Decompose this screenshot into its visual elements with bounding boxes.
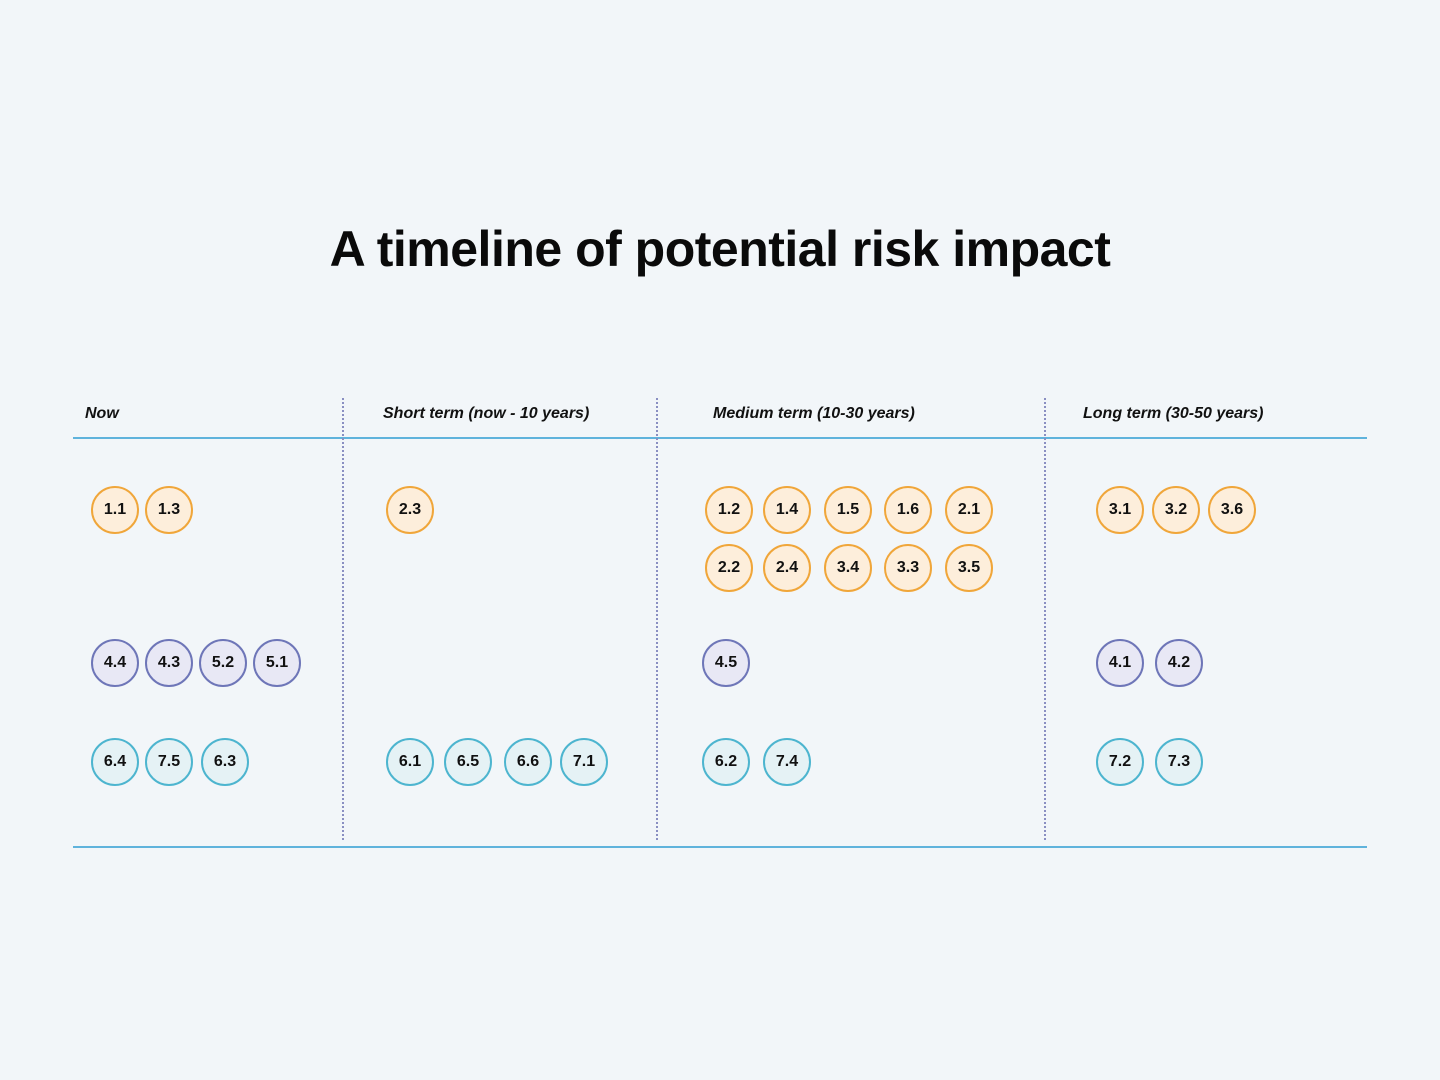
risk-bubble-7-2: 7.2 — [1096, 738, 1144, 786]
risk-bubble-6-4: 6.4 — [91, 738, 139, 786]
risk-bubble-6-2: 6.2 — [702, 738, 750, 786]
risk-bubble-5-2: 5.2 — [199, 639, 247, 687]
column-divider — [1044, 398, 1046, 840]
risk-bubble-6-6: 6.6 — [504, 738, 552, 786]
risk-bubble-7-4: 7.4 — [763, 738, 811, 786]
risk-bubble-4-3: 4.3 — [145, 639, 193, 687]
risk-bubble-1-5: 1.5 — [824, 486, 872, 534]
column-header-short-term: Short term (now - 10 years) — [383, 405, 590, 422]
risk-bubble-6-1: 6.1 — [386, 738, 434, 786]
risk-bubble-6-5: 6.5 — [444, 738, 492, 786]
timeline-top-line — [73, 437, 1367, 439]
risk-bubble-5-1: 5.1 — [253, 639, 301, 687]
risk-bubble-2-3: 2.3 — [386, 486, 434, 534]
risk-bubble-7-3: 7.3 — [1155, 738, 1203, 786]
column-divider — [342, 398, 344, 840]
risk-bubble-6-3: 6.3 — [201, 738, 249, 786]
column-divider — [656, 398, 658, 840]
risk-bubble-1-3: 1.3 — [145, 486, 193, 534]
risk-bubble-3-2: 3.2 — [1152, 486, 1200, 534]
risk-bubble-7-5: 7.5 — [145, 738, 193, 786]
risk-bubble-4-1: 4.1 — [1096, 639, 1144, 687]
page-title: A timeline of potential risk impact — [329, 221, 1111, 277]
risk-bubble-1-1: 1.1 — [91, 486, 139, 534]
risk-bubble-2-1: 2.1 — [945, 486, 993, 534]
risk-bubble-2-4: 2.4 — [763, 544, 811, 592]
risk-bubble-3-4: 3.4 — [824, 544, 872, 592]
risk-bubble-1-4: 1.4 — [763, 486, 811, 534]
risk-bubble-4-5: 4.5 — [702, 639, 750, 687]
risk-bubble-4-2: 4.2 — [1155, 639, 1203, 687]
risk-bubble-2-2: 2.2 — [705, 544, 753, 592]
risk-bubble-3-1: 3.1 — [1096, 486, 1144, 534]
risk-bubble-1-6: 1.6 — [884, 486, 932, 534]
column-header-now: Now — [85, 405, 119, 422]
column-header-long-term: Long term (30-50 years) — [1083, 405, 1264, 422]
risk-bubble-3-5: 3.5 — [945, 544, 993, 592]
timeline-bottom-line — [73, 846, 1367, 848]
column-header-medium-term: Medium term (10-30 years) — [713, 405, 915, 422]
risk-bubble-3-6: 3.6 — [1208, 486, 1256, 534]
risk-bubble-3-3: 3.3 — [884, 544, 932, 592]
risk-bubble-4-4: 4.4 — [91, 639, 139, 687]
risk-bubble-1-2: 1.2 — [705, 486, 753, 534]
risk-bubble-7-1: 7.1 — [560, 738, 608, 786]
